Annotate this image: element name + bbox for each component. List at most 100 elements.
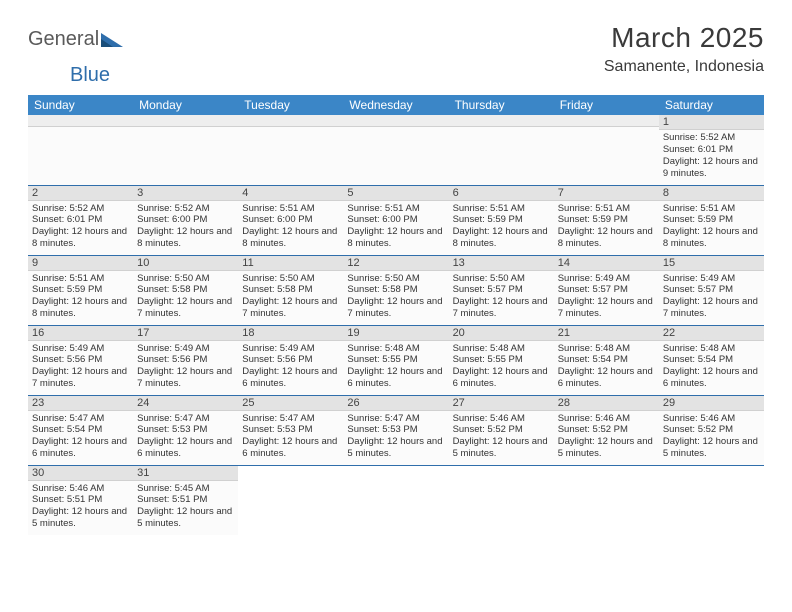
day-details: Sunrise: 5:52 AMSunset: 6:00 PMDaylight:…	[133, 201, 238, 255]
day-number: 6	[449, 186, 554, 201]
day-details: Sunrise: 5:48 AMSunset: 5:55 PMDaylight:…	[449, 341, 554, 395]
calendar-day-cell: 18Sunrise: 5:49 AMSunset: 5:56 PMDayligh…	[238, 325, 343, 395]
calendar-day-cell: 19Sunrise: 5:48 AMSunset: 5:55 PMDayligh…	[343, 325, 448, 395]
calendar-day-cell: 15Sunrise: 5:49 AMSunset: 5:57 PMDayligh…	[659, 255, 764, 325]
day-number: 9	[28, 256, 133, 271]
day-details: Sunrise: 5:50 AMSunset: 5:58 PMDaylight:…	[343, 271, 448, 325]
day-details: Sunrise: 5:50 AMSunset: 5:58 PMDaylight:…	[238, 271, 343, 325]
calendar-empty-cell	[238, 115, 343, 185]
day-number: 12	[343, 256, 448, 271]
day-number: 20	[449, 326, 554, 341]
logo-text-2: Blue	[28, 64, 110, 86]
day-number: 10	[133, 256, 238, 271]
day-number: 15	[659, 256, 764, 271]
calendar-week-row: 23Sunrise: 5:47 AMSunset: 5:54 PMDayligh…	[28, 395, 764, 465]
day-number: 19	[343, 326, 448, 341]
calendar-day-cell: 28Sunrise: 5:46 AMSunset: 5:52 PMDayligh…	[554, 395, 659, 465]
day-details: Sunrise: 5:49 AMSunset: 5:57 PMDaylight:…	[554, 271, 659, 325]
calendar-day-cell: 10Sunrise: 5:50 AMSunset: 5:58 PMDayligh…	[133, 255, 238, 325]
day-number: 7	[554, 186, 659, 201]
day-details: Sunrise: 5:47 AMSunset: 5:54 PMDaylight:…	[28, 411, 133, 465]
logo-text-1: General	[28, 28, 99, 51]
day-details: Sunrise: 5:46 AMSunset: 5:52 PMDaylight:…	[449, 411, 554, 465]
calendar-week-row: 9Sunrise: 5:51 AMSunset: 5:59 PMDaylight…	[28, 255, 764, 325]
calendar-empty-cell	[28, 115, 133, 185]
day-number: 2	[28, 186, 133, 201]
day-details: Sunrise: 5:52 AMSunset: 6:01 PMDaylight:…	[659, 130, 764, 184]
day-details: Sunrise: 5:51 AMSunset: 6:00 PMDaylight:…	[238, 201, 343, 255]
calendar-day-cell: 16Sunrise: 5:49 AMSunset: 5:56 PMDayligh…	[28, 325, 133, 395]
calendar-day-cell: 12Sunrise: 5:50 AMSunset: 5:58 PMDayligh…	[343, 255, 448, 325]
day-number: 5	[343, 186, 448, 201]
day-details: Sunrise: 5:46 AMSunset: 5:52 PMDaylight:…	[659, 411, 764, 465]
day-number: 4	[238, 186, 343, 201]
day-header: Friday	[554, 95, 659, 115]
calendar-week-row: 16Sunrise: 5:49 AMSunset: 5:56 PMDayligh…	[28, 325, 764, 395]
day-details: Sunrise: 5:45 AMSunset: 5:51 PMDaylight:…	[133, 481, 238, 535]
day-details: Sunrise: 5:49 AMSunset: 5:56 PMDaylight:…	[28, 341, 133, 395]
day-number: 28	[554, 396, 659, 411]
calendar-table: SundayMondayTuesdayWednesdayThursdayFrid…	[28, 95, 764, 535]
day-details: Sunrise: 5:46 AMSunset: 5:51 PMDaylight:…	[28, 481, 133, 535]
day-number: 14	[554, 256, 659, 271]
day-details: Sunrise: 5:52 AMSunset: 6:01 PMDaylight:…	[28, 201, 133, 255]
day-details: Sunrise: 5:51 AMSunset: 5:59 PMDaylight:…	[554, 201, 659, 255]
day-number: 23	[28, 396, 133, 411]
calendar-day-cell: 24Sunrise: 5:47 AMSunset: 5:53 PMDayligh…	[133, 395, 238, 465]
calendar-day-cell: 27Sunrise: 5:46 AMSunset: 5:52 PMDayligh…	[449, 395, 554, 465]
calendar-day-cell: 30Sunrise: 5:46 AMSunset: 5:51 PMDayligh…	[28, 465, 133, 535]
day-header: Saturday	[659, 95, 764, 115]
day-header: Thursday	[449, 95, 554, 115]
day-details: Sunrise: 5:49 AMSunset: 5:57 PMDaylight:…	[659, 271, 764, 325]
calendar-week-row: 2Sunrise: 5:52 AMSunset: 6:01 PMDaylight…	[28, 185, 764, 255]
day-details: Sunrise: 5:46 AMSunset: 5:52 PMDaylight:…	[554, 411, 659, 465]
day-header: Wednesday	[343, 95, 448, 115]
day-number: 26	[343, 396, 448, 411]
calendar-day-cell: 20Sunrise: 5:48 AMSunset: 5:55 PMDayligh…	[449, 325, 554, 395]
calendar-empty-cell	[133, 115, 238, 185]
day-number: 29	[659, 396, 764, 411]
day-details: Sunrise: 5:51 AMSunset: 6:00 PMDaylight:…	[343, 201, 448, 255]
calendar-day-cell: 8Sunrise: 5:51 AMSunset: 5:59 PMDaylight…	[659, 185, 764, 255]
calendar-day-cell: 25Sunrise: 5:47 AMSunset: 5:53 PMDayligh…	[238, 395, 343, 465]
day-number: 1	[659, 115, 764, 130]
calendar-day-cell: 22Sunrise: 5:48 AMSunset: 5:54 PMDayligh…	[659, 325, 764, 395]
day-number: 17	[133, 326, 238, 341]
calendar-day-cell: 11Sunrise: 5:50 AMSunset: 5:58 PMDayligh…	[238, 255, 343, 325]
calendar-empty-cell	[449, 115, 554, 185]
day-header: Tuesday	[238, 95, 343, 115]
calendar-day-cell: 21Sunrise: 5:48 AMSunset: 5:54 PMDayligh…	[554, 325, 659, 395]
calendar-week-row: 30Sunrise: 5:46 AMSunset: 5:51 PMDayligh…	[28, 465, 764, 535]
calendar-empty-cell	[554, 465, 659, 535]
calendar-empty-cell	[238, 465, 343, 535]
day-details: Sunrise: 5:51 AMSunset: 5:59 PMDaylight:…	[449, 201, 554, 255]
day-details: Sunrise: 5:47 AMSunset: 5:53 PMDaylight:…	[343, 411, 448, 465]
logo-flag-icon	[101, 31, 125, 49]
calendar-day-cell: 31Sunrise: 5:45 AMSunset: 5:51 PMDayligh…	[133, 465, 238, 535]
day-number: 30	[28, 466, 133, 481]
day-header: Monday	[133, 95, 238, 115]
calendar-empty-cell	[554, 115, 659, 185]
day-details: Sunrise: 5:47 AMSunset: 5:53 PMDaylight:…	[238, 411, 343, 465]
calendar-day-cell: 13Sunrise: 5:50 AMSunset: 5:57 PMDayligh…	[449, 255, 554, 325]
calendar-day-cell: 29Sunrise: 5:46 AMSunset: 5:52 PMDayligh…	[659, 395, 764, 465]
day-details: Sunrise: 5:51 AMSunset: 5:59 PMDaylight:…	[659, 201, 764, 255]
day-number: 11	[238, 256, 343, 271]
day-number: 22	[659, 326, 764, 341]
calendar-day-cell: 9Sunrise: 5:51 AMSunset: 5:59 PMDaylight…	[28, 255, 133, 325]
day-number: 24	[133, 396, 238, 411]
calendar-day-cell: 26Sunrise: 5:47 AMSunset: 5:53 PMDayligh…	[343, 395, 448, 465]
day-number: 21	[554, 326, 659, 341]
day-number: 18	[238, 326, 343, 341]
day-details: Sunrise: 5:48 AMSunset: 5:54 PMDaylight:…	[659, 341, 764, 395]
calendar-page: General March 2025 Samanente, Indonesia …	[0, 0, 792, 535]
calendar-day-cell: 3Sunrise: 5:52 AMSunset: 6:00 PMDaylight…	[133, 185, 238, 255]
calendar-day-cell: 14Sunrise: 5:49 AMSunset: 5:57 PMDayligh…	[554, 255, 659, 325]
calendar-empty-cell	[659, 465, 764, 535]
day-details: Sunrise: 5:49 AMSunset: 5:56 PMDaylight:…	[238, 341, 343, 395]
day-details: Sunrise: 5:51 AMSunset: 5:59 PMDaylight:…	[28, 271, 133, 325]
calendar-empty-cell	[343, 465, 448, 535]
calendar-day-cell: 23Sunrise: 5:47 AMSunset: 5:54 PMDayligh…	[28, 395, 133, 465]
day-number: 8	[659, 186, 764, 201]
calendar-day-cell: 2Sunrise: 5:52 AMSunset: 6:01 PMDaylight…	[28, 185, 133, 255]
